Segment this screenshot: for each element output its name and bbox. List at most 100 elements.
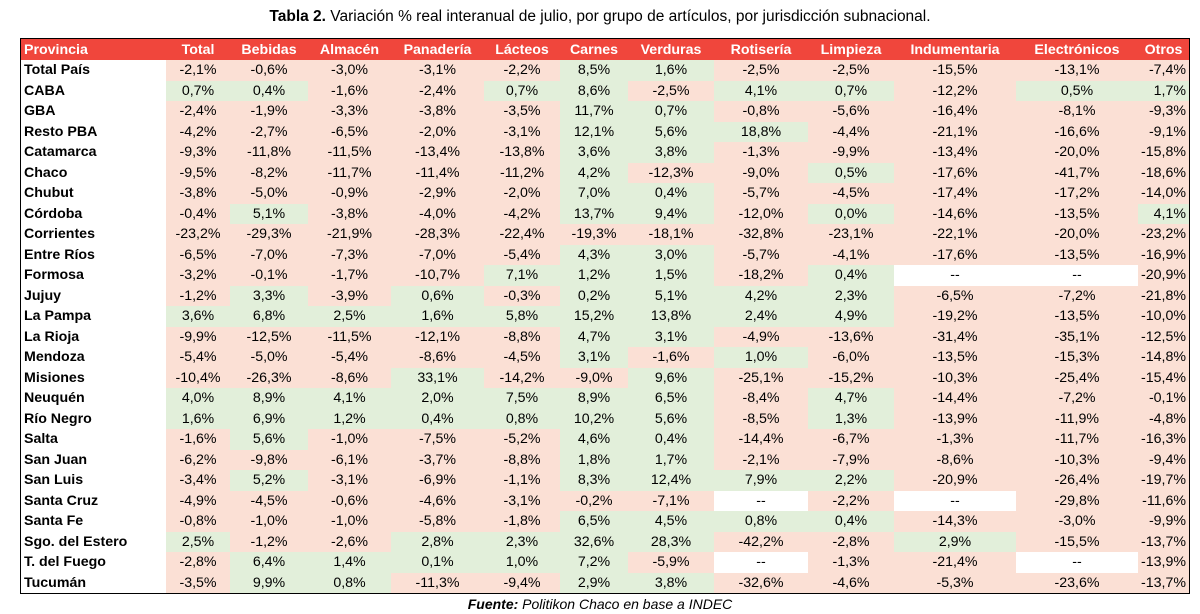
table-row: T. del Fuego -2,8% 6,4% 1,4% 0,1% 1,0% 7,2% -5,… [21,552,1189,573]
value-cell: 1,5% [628,265,714,286]
value-cell: -13,7% [1138,531,1189,552]
value-cell: -1,3% [808,552,894,573]
table-row: Catamarca -9,3% -11,8% -11,5% -13,4% -13,8% 3,… [21,142,1189,163]
value-cell: -20,9% [894,470,1016,491]
value-cell: 3,1% [560,347,628,368]
value-cell: 4,5% [628,511,714,532]
value-cell: 4,9% [808,306,894,327]
value-cell: -18,1% [628,224,714,245]
value-cell: -4,0% [391,203,484,224]
value-cell: 3,0% [628,244,714,265]
value-cell: -22,1% [894,224,1016,245]
province-name: San Juan [21,449,166,470]
value-cell: 2,8% [391,531,484,552]
value-cell: 5,1% [230,203,308,224]
value-cell: -12,2% [894,80,1016,101]
table-row: Tucumán -3,5% 9,9% 0,8% -11,3% -9,4% 2,9% 3,8% -… [21,572,1189,593]
table-row: Formosa -3,2% -0,1% -1,7% -10,7% 7,1% 1,2% 1,5%… [21,265,1189,286]
value-cell: -8,8% [484,326,560,347]
value-cell: 3,3% [230,285,308,306]
value-cell: -25,4% [1016,367,1138,388]
value-cell: -3,8% [166,183,230,204]
value-cell: -12,0% [714,203,808,224]
province-name: San Luis [21,470,166,491]
province-name: Tucumán [21,572,166,593]
table-row: Mendoza -5,4% -5,0% -5,4% -8,6% -4,5% 3,1% -1,6… [21,347,1189,368]
value-cell: -2,0% [391,121,484,142]
value-cell: -4,1% [808,244,894,265]
value-cell: -28,3% [391,224,484,245]
value-cell: 32,6% [560,531,628,552]
value-cell: -6,5% [894,285,1016,306]
value-cell: -8,6% [391,347,484,368]
value-cell: 5,6% [230,429,308,450]
value-cell: -3,8% [308,203,391,224]
value-cell: 3,1% [628,326,714,347]
table-row: Santa Fe -0,8% -1,0% -1,0% -5,8% -1,8% 6,5% 4,5… [21,511,1189,532]
value-cell: -0,1% [230,265,308,286]
value-cell: -1,6% [628,347,714,368]
value-cell: -17,2% [1016,183,1138,204]
value-cell: -8,1% [1016,101,1138,122]
value-cell: 2,5% [166,531,230,552]
value-cell: -2,5% [714,60,808,81]
value-cell: 9,6% [628,367,714,388]
value-cell: 8,9% [230,388,308,409]
value-cell: 0,4% [230,80,308,101]
table-row: Córdoba -0,4% 5,1% -3,8% -4,0% -4,2% 13,7% 9,4%… [21,203,1189,224]
value-cell: -12,5% [230,326,308,347]
value-cell: 1,2% [560,265,628,286]
value-cell: -29,3% [230,224,308,245]
value-cell: -1,2% [166,285,230,306]
value-cell: 2,4% [714,306,808,327]
value-cell: 7,5% [484,388,560,409]
value-cell: -3,5% [166,572,230,593]
value-cell: -4,5% [484,347,560,368]
value-cell: -15,3% [1016,347,1138,368]
value-cell: 9,4% [628,203,714,224]
value-cell: 3,8% [628,142,714,163]
value-cell: -1,1% [484,470,560,491]
value-cell: -4,9% [714,326,808,347]
value-cell: -2,8% [808,531,894,552]
value-cell: 0,8% [484,408,560,429]
value-cell: 8,5% [560,60,628,81]
value-cell: -8,8% [484,449,560,470]
value-cell: -16,4% [894,101,1016,122]
value-cell: 4,6% [560,429,628,450]
value-cell: -10,3% [1016,449,1138,470]
value-cell: -2,7% [230,121,308,142]
value-cell: -9,0% [714,162,808,183]
table-row: Sgo. del Estero 2,5% -1,2% -2,6% 2,8% 2,3% 32,… [21,531,1189,552]
caption-label: Tabla 2. [269,8,326,25]
value-cell: 10,2% [560,408,628,429]
value-cell: -26,4% [1016,470,1138,491]
value-cell: 2,2% [808,470,894,491]
value-cell: -14,2% [484,367,560,388]
value-cell: -1,6% [308,80,391,101]
value-cell: 0,7% [808,80,894,101]
value-cell: -16,6% [1016,121,1138,142]
value-cell: -3,8% [391,101,484,122]
value-cell: -6,7% [808,429,894,450]
column-header: Total [166,39,230,60]
value-cell: 4,7% [808,388,894,409]
province-name: Sgo. del Estero [21,531,166,552]
value-cell: 7,9% [714,470,808,491]
value-cell: -2,1% [714,449,808,470]
value-cell: -12,3% [628,162,714,183]
value-cell: -35,1% [1016,326,1138,347]
value-cell: 0,4% [808,511,894,532]
value-cell: -16,9% [1138,244,1189,265]
value-cell: -4,8% [1138,408,1189,429]
value-cell: -29,8% [1016,490,1138,511]
column-header: Indumentaria [894,39,1016,60]
column-header: Panadería [391,39,484,60]
value-cell: -15,5% [1016,531,1138,552]
value-cell: -2,4% [166,101,230,122]
value-cell: -11,9% [1016,408,1138,429]
value-cell: 6,5% [560,511,628,532]
column-header: Almacén [308,39,391,60]
value-cell: -9,0% [560,367,628,388]
province-name: La Pampa [21,306,166,327]
